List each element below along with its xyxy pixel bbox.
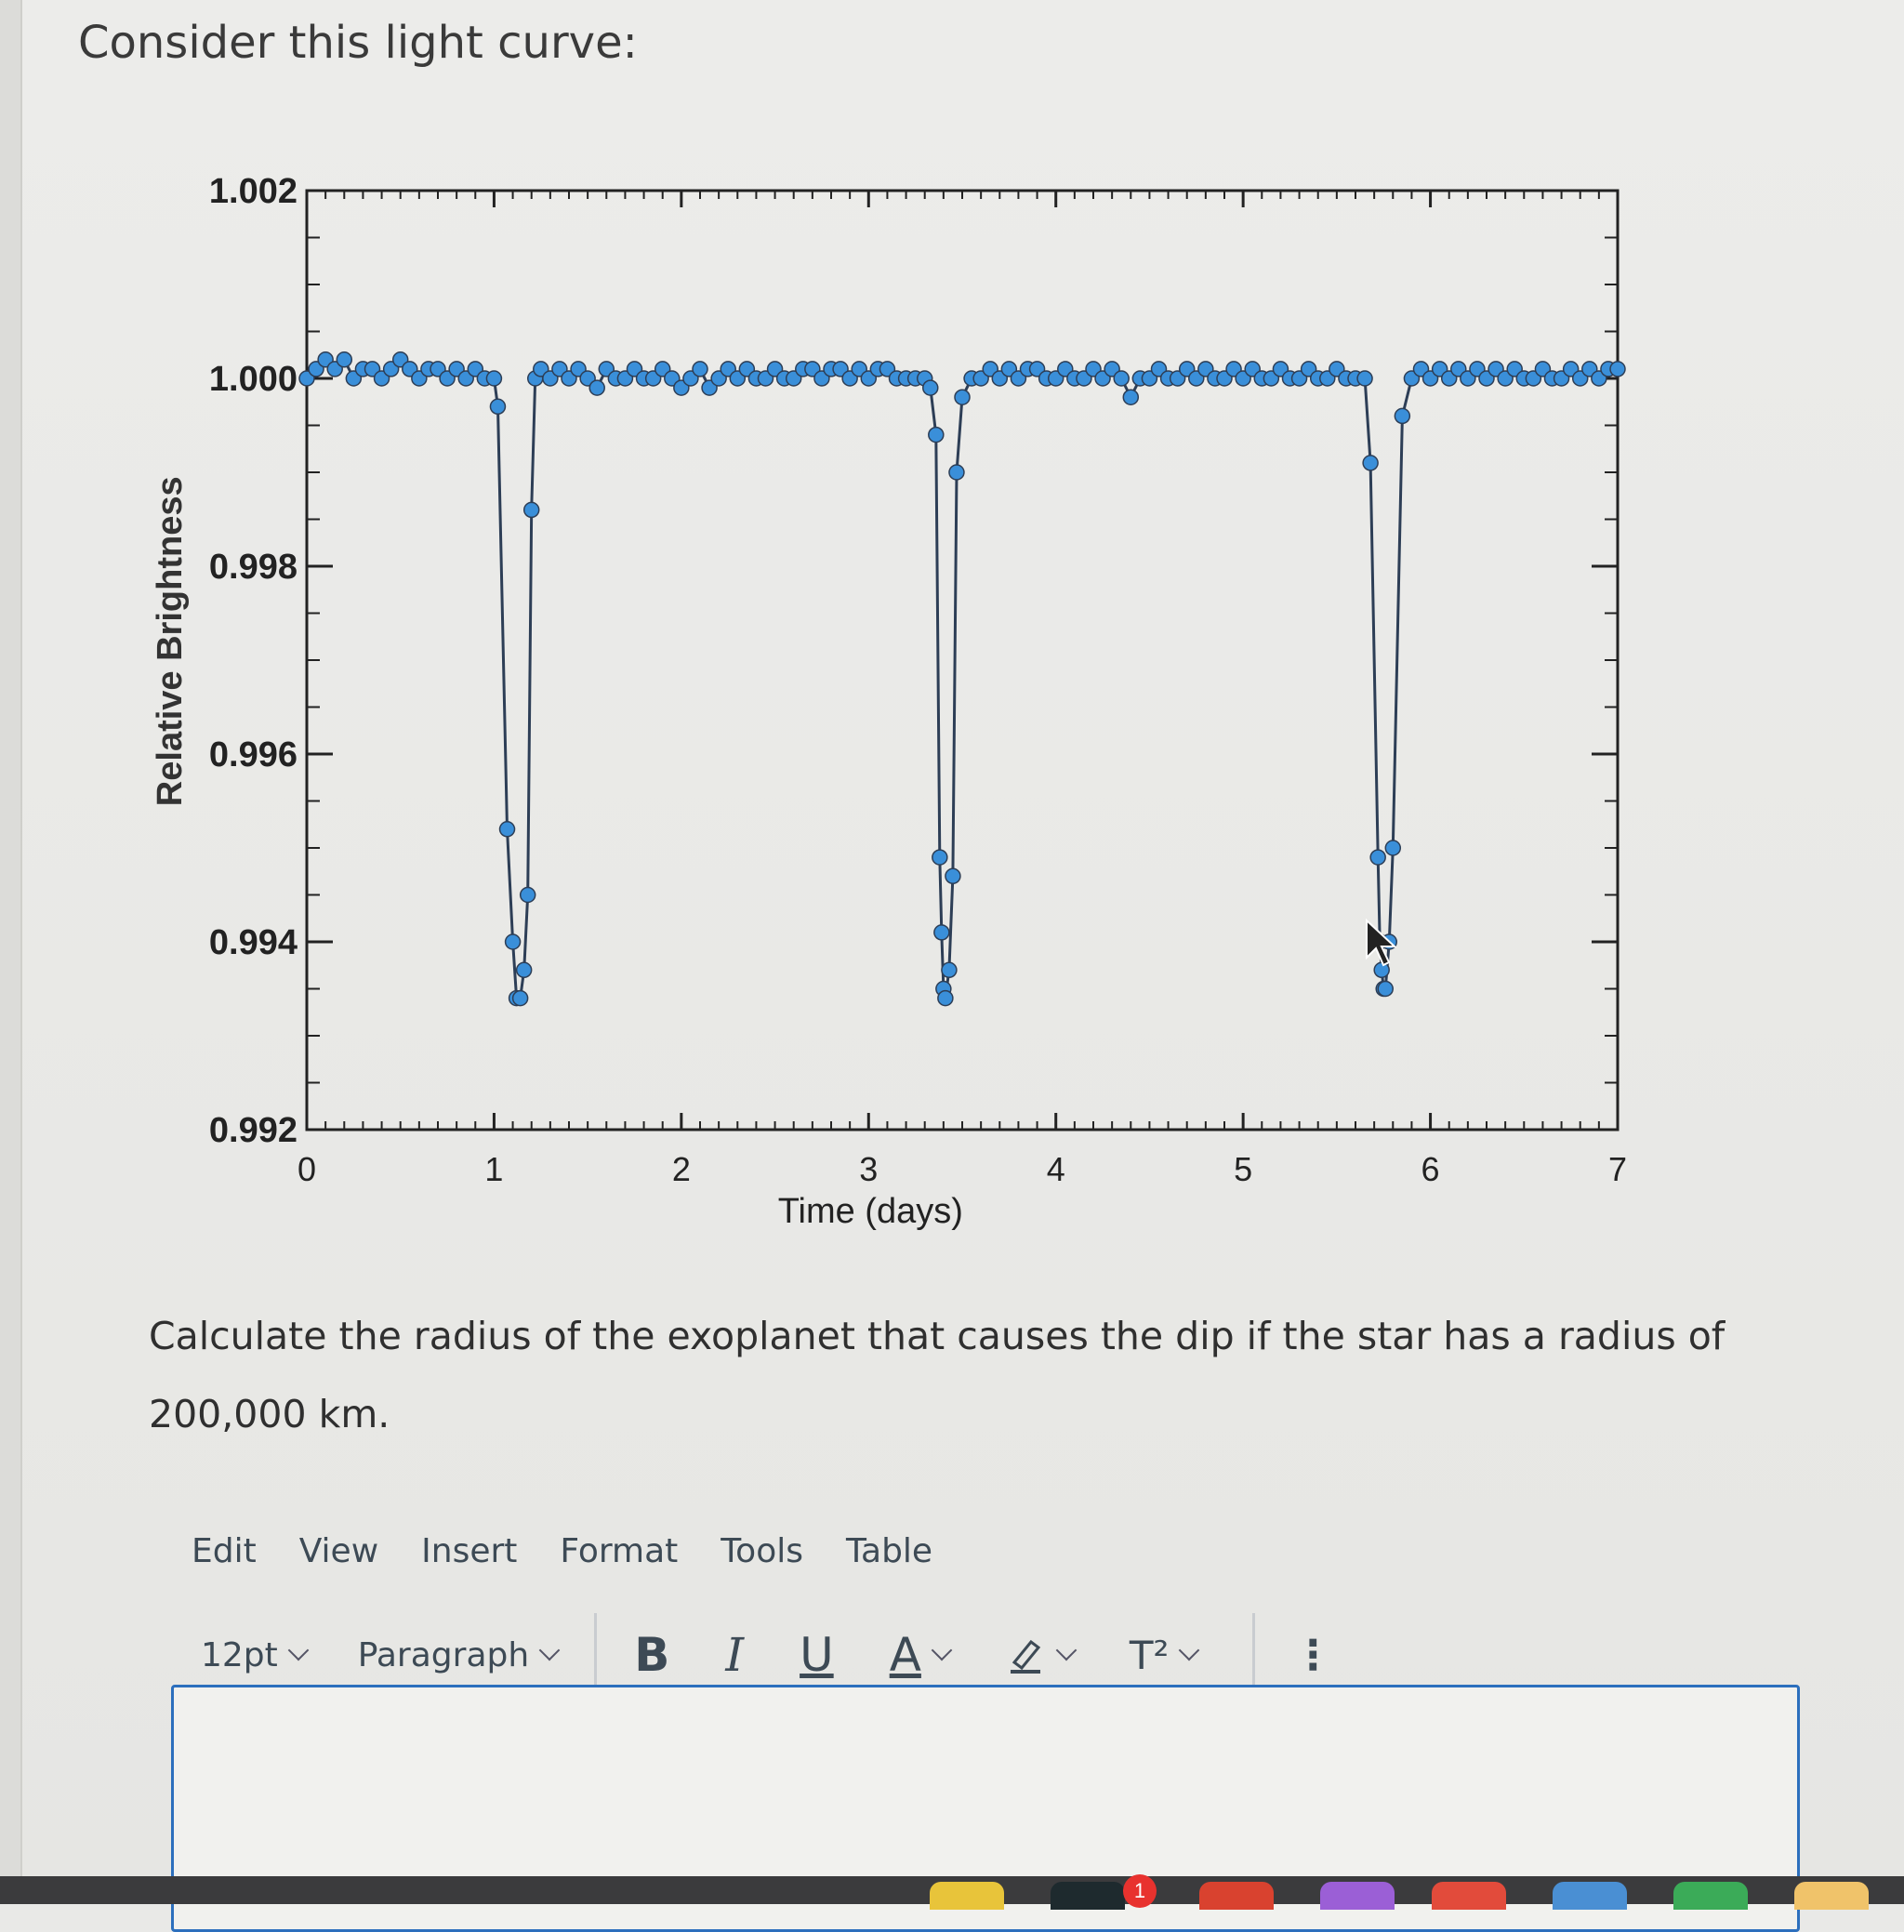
more-options-button[interactable]: ⋮ xyxy=(1292,1631,1334,1679)
menu-tools[interactable]: Tools xyxy=(721,1532,803,1570)
data-point xyxy=(928,426,945,443)
data-point xyxy=(1362,455,1379,471)
data-point xyxy=(1384,840,1402,856)
x-tick-label: 0 xyxy=(298,1150,316,1188)
data-point xyxy=(932,849,948,866)
data-point xyxy=(1369,849,1386,866)
data-point xyxy=(1377,980,1394,998)
data-point xyxy=(489,398,507,416)
data-point xyxy=(1113,370,1130,387)
italic-button[interactable]: I xyxy=(725,1628,745,1682)
menu-insert[interactable]: Insert xyxy=(421,1532,518,1570)
chevron-down-icon xyxy=(1179,1639,1200,1661)
x-tick-label: 5 xyxy=(1234,1150,1252,1188)
y-tick-label: 0.994 xyxy=(209,923,298,962)
data-point xyxy=(948,464,965,481)
notification-badge: 1 xyxy=(1123,1874,1157,1908)
x-tick-label: 7 xyxy=(1608,1150,1627,1188)
data-point xyxy=(954,389,971,405)
mouse-pointer-icon xyxy=(1366,918,1397,967)
data-point xyxy=(522,501,540,519)
dock-app-icon[interactable] xyxy=(1199,1882,1274,1910)
data-point xyxy=(336,351,353,368)
dock-app-icon[interactable] xyxy=(1051,1882,1125,1910)
dock-app-icon[interactable] xyxy=(1673,1882,1748,1910)
toolbar-divider xyxy=(594,1613,598,1697)
dock-app-icon[interactable] xyxy=(1794,1882,1869,1910)
data-point xyxy=(945,867,961,885)
data-point xyxy=(922,379,939,396)
data-point xyxy=(937,989,954,1007)
font-size-select[interactable]: 12pt xyxy=(201,1635,310,1674)
data-point xyxy=(1609,361,1626,377)
highlight-color-button[interactable] xyxy=(1005,1634,1078,1675)
dock-app-icon[interactable] xyxy=(930,1882,1004,1910)
dock-app-icon[interactable] xyxy=(1553,1882,1627,1910)
chevron-down-icon xyxy=(1055,1639,1078,1661)
chevron-down-icon xyxy=(931,1639,953,1661)
data-point xyxy=(515,961,533,979)
underline-button[interactable]: U xyxy=(800,1628,834,1682)
question-prompt: Calculate the radius of the exoplanet th… xyxy=(149,1314,1726,1436)
y-tick-label: 0.996 xyxy=(209,735,298,774)
light-curve-chart: 0 1 2 3 4 5 6 7 0.992 0.994 0.996 0.998 1.000 1.002 Ti… xyxy=(151,172,1627,1231)
data-point xyxy=(1356,370,1373,387)
y-tick-label: 0.992 xyxy=(209,1111,298,1150)
y-tick-label: 0.998 xyxy=(209,548,298,587)
light-curve-line xyxy=(305,357,1618,1000)
x-tick-label: 2 xyxy=(672,1150,691,1188)
data-point xyxy=(588,379,605,396)
data-point xyxy=(941,961,958,979)
chevron-down-icon xyxy=(538,1639,561,1661)
font-size-value: 12pt xyxy=(201,1635,278,1674)
text-color-icon: A xyxy=(889,1628,921,1682)
editor-toolbar: 12pt Paragraph B I U A T² ⋮ xyxy=(201,1613,1484,1697)
chevron-down-icon xyxy=(287,1639,310,1661)
x-tick-label: 4 xyxy=(1047,1150,1065,1188)
highlighter-icon xyxy=(1010,1639,1041,1674)
data-point xyxy=(1373,961,1390,979)
x-axis-label: Time (days) xyxy=(778,1192,963,1231)
y-tick-label: 1.000 xyxy=(209,360,298,399)
data-point xyxy=(1394,407,1411,425)
data-point xyxy=(485,370,503,387)
block-format-select[interactable]: Paragraph xyxy=(357,1635,561,1674)
data-point xyxy=(519,886,536,904)
y-axis-label: Relative Brightness xyxy=(151,476,190,806)
dock-app-icon[interactable] xyxy=(1432,1882,1506,1910)
block-format-value: Paragraph xyxy=(357,1635,530,1674)
x-tick-label: 6 xyxy=(1421,1150,1440,1188)
data-point xyxy=(504,933,522,950)
data-point xyxy=(1122,389,1140,405)
bold-button[interactable]: B xyxy=(634,1628,670,1682)
superscript-icon: T² xyxy=(1129,1632,1170,1678)
menu-view[interactable]: View xyxy=(298,1532,379,1570)
question-title: Consider this light curve: xyxy=(78,17,638,69)
toolbar-divider xyxy=(1252,1613,1256,1697)
text-color-button[interactable]: A xyxy=(889,1628,953,1682)
data-point xyxy=(498,821,516,838)
data-point xyxy=(933,924,950,941)
y-tick-label: 1.002 xyxy=(209,172,298,211)
editor-menubar: Edit View Insert Format Tools Table xyxy=(192,1532,975,1570)
dock-app-icon[interactable] xyxy=(1320,1882,1395,1910)
x-tick-label: 3 xyxy=(859,1150,878,1188)
menu-edit[interactable]: Edit xyxy=(192,1532,257,1570)
x-tick-label: 1 xyxy=(484,1150,503,1188)
data-point xyxy=(511,989,529,1007)
menu-format[interactable]: Format xyxy=(560,1532,679,1570)
menu-table[interactable]: Table xyxy=(845,1532,933,1570)
data-point xyxy=(692,361,708,377)
left-edge-border xyxy=(0,0,22,1904)
superscript-button[interactable]: T² xyxy=(1129,1632,1200,1678)
